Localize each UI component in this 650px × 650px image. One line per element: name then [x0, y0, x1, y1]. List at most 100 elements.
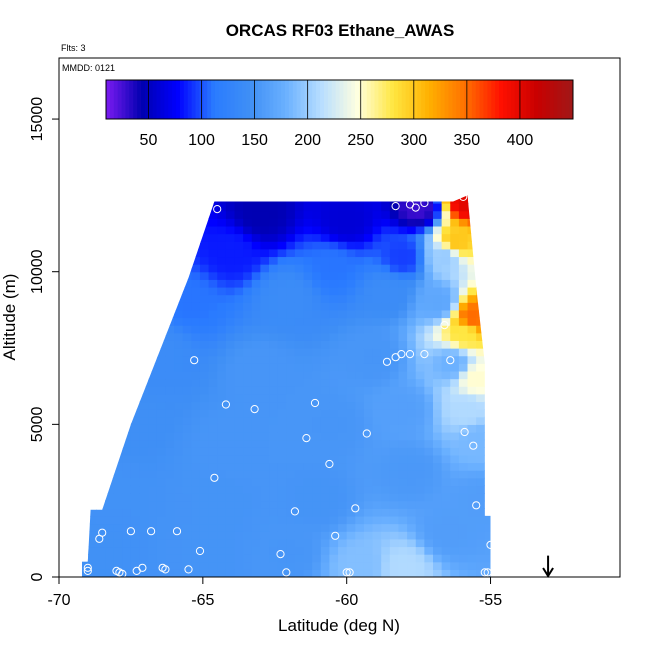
heatmap-cell	[243, 363, 253, 372]
heatmap-cell	[493, 493, 502, 501]
heatmap-cell	[113, 233, 123, 242]
colorbar-segment	[464, 80, 469, 119]
heatmap-cell	[243, 241, 253, 250]
heatmap-cell	[381, 439, 391, 448]
heatmap-cell	[269, 325, 279, 334]
heatmap-cell	[441, 225, 451, 235]
heatmap-cell	[234, 317, 244, 326]
colorbar-segment	[257, 80, 263, 119]
heatmap-cell	[148, 500, 158, 509]
heatmap-cell	[87, 447, 97, 456]
heatmap-cell	[407, 248, 417, 258]
heatmap-cell	[286, 454, 296, 464]
heatmap-cell	[130, 561, 141, 570]
heatmap-cell	[217, 363, 227, 372]
heatmap-cell	[174, 302, 184, 311]
heatmap-cell	[363, 447, 374, 456]
heatmap-cell	[122, 271, 132, 280]
heatmap-cell	[407, 309, 417, 319]
heatmap-cell	[96, 378, 106, 387]
heatmap-cell	[165, 538, 175, 548]
heatmap-cell	[199, 264, 210, 273]
heatmap-cell	[217, 218, 227, 227]
heatmap-cell	[329, 241, 339, 250]
sample-point	[302, 434, 311, 443]
heatmap-cell	[251, 317, 261, 326]
heatmap-cell	[148, 210, 158, 219]
heatmap-cell	[476, 370, 486, 380]
heatmap-cell	[225, 195, 236, 196]
heatmap-cell	[82, 447, 89, 456]
heatmap-cell	[355, 302, 365, 311]
heatmap-cell	[415, 424, 425, 433]
heatmap-cell	[130, 493, 141, 502]
heatmap-cell	[156, 317, 167, 326]
colorbar-segment	[222, 80, 228, 119]
heatmap-cell	[251, 332, 261, 341]
heatmap-cell	[234, 225, 244, 235]
heatmap-cell	[312, 416, 322, 425]
colorbar-segment	[510, 80, 516, 119]
heatmap-cell	[346, 454, 356, 464]
heatmap-cell	[407, 485, 417, 494]
heatmap-cell	[182, 218, 192, 227]
heatmap-cell	[105, 294, 115, 303]
heatmap-cell	[217, 378, 227, 387]
heatmap-cell	[355, 195, 365, 196]
heatmap-cell	[320, 470, 331, 479]
heatmap-cell	[113, 416, 123, 425]
heatmap-cell	[225, 233, 236, 242]
colorbar-segment	[561, 80, 566, 119]
heatmap-cell	[407, 332, 417, 341]
heatmap-cell	[415, 500, 425, 509]
heatmap-cell	[407, 569, 417, 577]
heatmap-cell	[372, 447, 382, 456]
heatmap-cell	[148, 248, 158, 258]
heatmap-cell	[130, 424, 141, 433]
heatmap-cell	[294, 264, 305, 273]
heatmap-cell	[338, 370, 348, 380]
heatmap-cell	[363, 210, 374, 219]
heatmap-cell	[424, 500, 434, 509]
heatmap-cell	[441, 294, 451, 303]
heatmap-cell	[251, 462, 261, 471]
heatmap-cell	[234, 340, 244, 349]
heatmap-cell	[415, 447, 425, 456]
heatmap-cell	[493, 203, 502, 211]
heatmap-cell	[381, 340, 391, 349]
heatmap-cell	[484, 203, 491, 212]
heatmap-cell	[294, 325, 305, 334]
heatmap-cell	[398, 210, 408, 219]
heatmap-cell	[139, 241, 149, 250]
heatmap-cell	[286, 554, 296, 563]
heatmap-cell	[105, 256, 115, 265]
heatmap-cell	[338, 355, 348, 364]
heatmap-cell	[251, 531, 261, 540]
heatmap-cell	[450, 439, 460, 448]
heatmap-cell	[484, 462, 491, 471]
heatmap-cell	[372, 309, 382, 319]
heatmap-cell	[269, 500, 279, 509]
heatmap-cell	[320, 409, 331, 418]
heatmap-cell	[87, 309, 97, 319]
heatmap-cell	[441, 203, 451, 212]
heatmap-cell	[122, 386, 132, 395]
heatmap-cell	[363, 409, 374, 418]
heatmap-cell	[122, 485, 132, 494]
heatmap-cell	[225, 309, 236, 319]
heatmap-cell	[441, 363, 451, 372]
heatmap-cell	[122, 546, 132, 555]
heatmap-cell	[260, 302, 270, 311]
heatmap-cell	[234, 218, 244, 227]
heatmap-cell	[165, 409, 175, 418]
heatmap-cell	[398, 355, 408, 364]
heatmap-cell	[320, 294, 331, 303]
heatmap-cell	[82, 409, 89, 418]
heatmap-cell	[96, 256, 106, 265]
heatmap-cell	[398, 256, 408, 265]
heatmap-cell	[182, 439, 192, 448]
heatmap-cell	[199, 271, 210, 280]
heatmap-cell	[208, 500, 218, 509]
heatmap-cell	[199, 546, 210, 555]
heatmap-cell	[225, 416, 236, 425]
